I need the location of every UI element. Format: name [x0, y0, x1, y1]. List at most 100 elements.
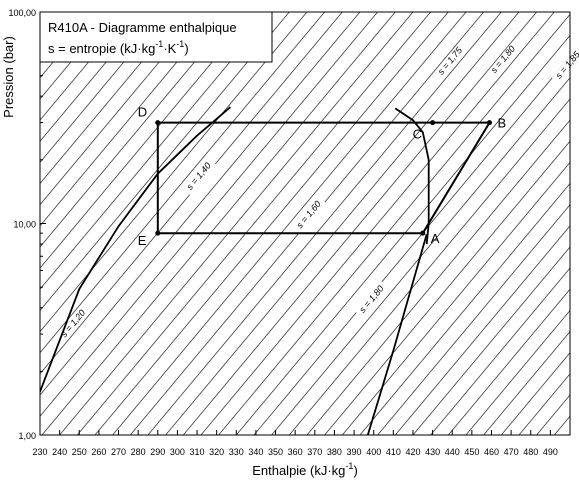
- isentrope-label-bg: [292, 196, 327, 234]
- saturation-liquid-curve: [40, 106, 231, 393]
- x-tick-label: 330: [229, 447, 244, 457]
- isentrope-label: s = 1,80: [489, 44, 517, 75]
- y-axis-label: Pression (bar): [1, 36, 16, 118]
- isentrope-line: [76, 12, 431, 435]
- isentrope-line: [465, 309, 570, 435]
- isentrope-line: [572, 12, 579, 435]
- isentrope-line: [40, 12, 325, 354]
- isentrope-line: [40, 12, 255, 269]
- y-tick-label: 10,00: [13, 220, 36, 230]
- isentrope-line: [483, 330, 570, 435]
- x-tick-label: 290: [150, 447, 165, 457]
- isentrope-label-bg: [551, 47, 579, 85]
- chart-subtitle: s = entropie (kJ·kg-1·K-1): [48, 39, 189, 56]
- cycle-point-E: [155, 230, 161, 236]
- isentrope-line: [40, 12, 308, 333]
- cycle-point-A: [420, 230, 426, 236]
- x-tick-label: 310: [190, 447, 205, 457]
- cycle-point-D: [155, 120, 161, 126]
- x-tick-label: 280: [131, 447, 146, 457]
- cycle-point-label: C: [413, 127, 422, 142]
- isentrope-line: [359, 182, 570, 435]
- x-tick-label: 410: [386, 447, 401, 457]
- x-tick-label: 370: [307, 447, 322, 457]
- x-tick-label: 470: [504, 447, 519, 457]
- isentrope-line: [182, 12, 537, 435]
- x-tick-label: 430: [425, 447, 440, 457]
- isentrope-line: [253, 56, 570, 435]
- saturation-and-process-curves: [40, 106, 430, 435]
- isentrope-line: [147, 12, 502, 435]
- isentrope-line: [165, 12, 520, 435]
- isentrope-line: [40, 12, 184, 185]
- x-tick-label: 450: [464, 447, 479, 457]
- x-tick-label: 300: [170, 447, 185, 457]
- thermodynamic-cycle: A B C D E: [138, 105, 506, 249]
- isentrope-line: [377, 204, 570, 435]
- isentrope-label-bg: [182, 158, 217, 196]
- isentrope-line: [40, 12, 272, 290]
- isentrope-line: [59, 12, 414, 435]
- isentrope-line: [94, 12, 449, 435]
- isentrope-line: [40, 12, 113, 100]
- x-tick-label: 490: [543, 447, 558, 457]
- cycle-path: [156, 121, 492, 235]
- isentrope-label: s = 1,80: [357, 284, 385, 315]
- x-tick-label: 240: [52, 447, 67, 457]
- cycle-point-label: A: [431, 231, 440, 246]
- x-tick-label: 360: [288, 447, 303, 457]
- isentrope-label-bg: [487, 41, 521, 79]
- isentrope-line: [40, 12, 343, 375]
- x-tick-label: 260: [91, 447, 106, 457]
- x-tick-label: 380: [327, 447, 342, 457]
- isentrope-labels: s = 1,20s = 1,40s = 1,60s = 1,80s = 1,75…: [57, 41, 579, 343]
- isentrope-line: [40, 12, 202, 206]
- isentrope-line: [40, 12, 378, 417]
- isentrope-line: [40, 12, 131, 121]
- x-axis-label: Enthalpie (kJ·kg-1): [252, 461, 358, 478]
- isentrope-line: [235, 34, 570, 435]
- title-box: [39, 11, 273, 63]
- x-tick-label: 480: [523, 447, 538, 457]
- cycle-point-label: B: [498, 116, 507, 131]
- isentrope-label-bg: [355, 281, 389, 319]
- isentrope-line: [40, 12, 237, 248]
- x-tick-label: 400: [366, 447, 381, 457]
- isentrope-line: [430, 267, 570, 435]
- isentrope-line: [412, 246, 570, 435]
- process-line: [366, 233, 428, 435]
- cycle-point-B: [487, 120, 493, 126]
- cycle-point-label: E: [138, 233, 147, 248]
- x-tick-label: 460: [484, 447, 499, 457]
- x-tick-label: 440: [445, 447, 460, 457]
- isentrope-line: [324, 140, 570, 435]
- isentrope-line: [40, 12, 149, 142]
- isentrope-line: [218, 13, 570, 435]
- isentrope-line: [341, 161, 570, 435]
- y-tick-label: 100,00: [8, 8, 36, 18]
- isentrope-line: [112, 12, 467, 435]
- isentrope-label-bg: [57, 305, 91, 343]
- isentrope-line: [40, 12, 166, 164]
- x-tick-label: 250: [72, 447, 87, 457]
- y-tick-label: 1,00: [18, 431, 36, 441]
- chart-title: R410A - Diagramme enthalpique: [48, 20, 237, 35]
- x-tick-label: 320: [209, 447, 224, 457]
- isentrope-label-bg: [434, 42, 468, 81]
- isentrope-label: s = 1,40: [184, 161, 212, 192]
- isentrope-lines: [40, 12, 579, 435]
- x-tick-label: 340: [248, 447, 263, 457]
- x-tick-label: 420: [405, 447, 420, 457]
- x-tick-label: 270: [111, 447, 126, 457]
- isentrope-line: [394, 225, 570, 435]
- isentrope-line: [40, 12, 361, 396]
- x-axis-ticks: 230 240 250 260 270 280 290 300 310 320 330 340 350 3…: [32, 430, 558, 457]
- isentrope-line: [271, 77, 570, 435]
- saturation-vapor-curve: [394, 107, 430, 245]
- isentrope-label: s = 1,60: [294, 199, 322, 230]
- isentrope-line: [447, 288, 570, 435]
- isentrope-line: [288, 98, 570, 435]
- isentrope-line: [500, 352, 570, 435]
- isentrope-line: [41, 12, 396, 435]
